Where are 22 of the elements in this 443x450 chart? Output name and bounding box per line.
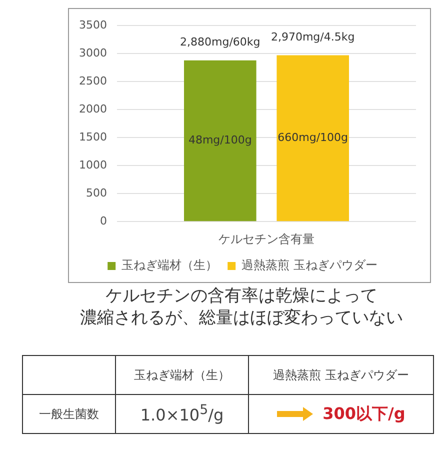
y-tick-label: 0 (100, 214, 107, 228)
text: 玉ねぎ端材（生） (134, 368, 230, 382)
y-tick-label: 500 (86, 186, 107, 200)
annotation: 48mg/100g (188, 134, 252, 147)
text: 一般生菌数 (22, 394, 116, 434)
annotation: 660mg/100g (278, 131, 348, 144)
text: 1.0×10$^{5}$/g (116, 394, 248, 434)
y-tick-label: 2500 (78, 74, 107, 88)
y-tick-label: 3500 (78, 18, 107, 32)
y-tick-label: 2000 (78, 102, 107, 116)
y-tick-label: 1000 (78, 158, 107, 172)
data-label: 2,970mg/4.5kg (270, 30, 355, 44)
text: 300以下/g (322, 404, 406, 424)
legend-label: 過熱蒸煎 玉ねぎパウダー (242, 258, 378, 272)
legend-label: 玉ねぎ端材（生） (122, 258, 218, 272)
text: 濃縮されるが、総量はほぼ変わっていない (79, 307, 404, 329)
text: ケルセチンの含有率は乾燥によって (104, 285, 378, 307)
y-tick-label: 3000 (78, 46, 107, 60)
text: 過熱蒸煎 玉ねぎパウダー (273, 368, 409, 382)
data-label: 2,880mg/60kg (180, 36, 260, 49)
y-tick-label: 1500 (78, 130, 107, 144)
x-tick-label: ケルセチン含有量 (218, 232, 314, 246)
